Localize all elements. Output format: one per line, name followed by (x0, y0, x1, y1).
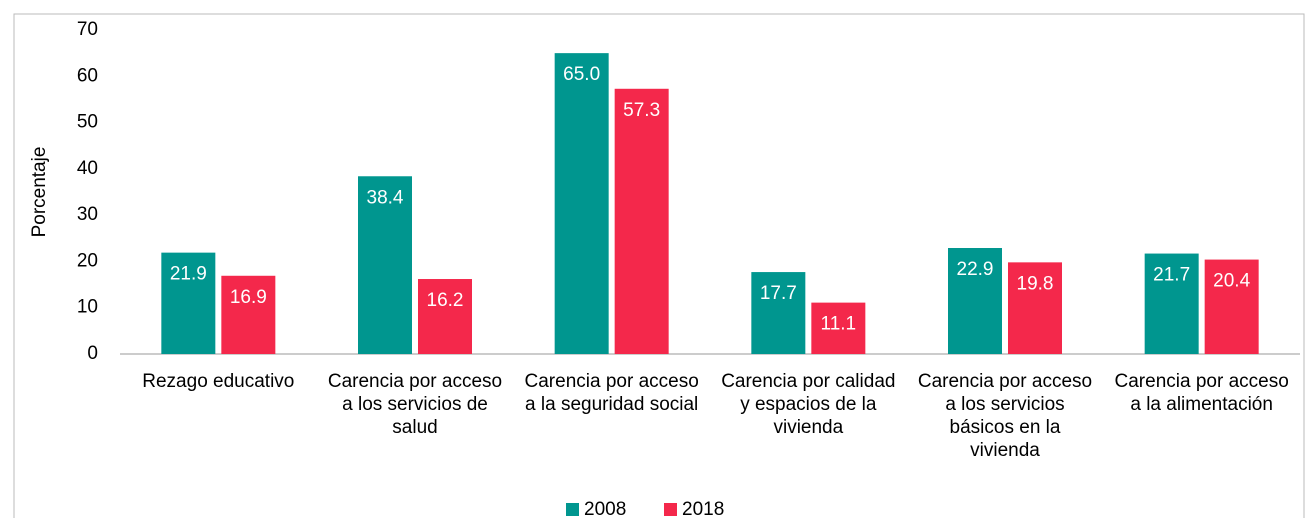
legend-swatch (664, 503, 677, 516)
value-label: 11.1 (821, 314, 857, 335)
y-tick-label: 60 (77, 65, 98, 86)
bar (1008, 262, 1062, 354)
bar (554, 53, 609, 355)
bar (614, 88, 669, 354)
y-tick-label: 70 (77, 19, 98, 40)
y-tick-label: 40 (77, 158, 98, 179)
y-tick-label: 20 (77, 250, 98, 271)
value-label: 21.7 (1153, 265, 1190, 286)
y-tick-label: 50 (77, 112, 98, 133)
value-label: 20.4 (1213, 271, 1250, 292)
value-label: 17.7 (760, 283, 797, 304)
x-tick-label: Carencia por acceso a los servicios bási… (917, 371, 1093, 461)
legend-label: 2008 (584, 499, 626, 518)
value-label: 22.9 (957, 259, 994, 280)
x-tick-label: Carencia por calidad y espacios de la vi… (721, 371, 896, 438)
bar (161, 252, 216, 354)
chart-frame (13, 13, 1305, 518)
x-tick-label: Carencia por acceso a los servicios de s… (327, 371, 503, 438)
legend-label: 2018 (682, 499, 724, 518)
bar (358, 176, 412, 354)
value-label: 38.4 (367, 187, 404, 208)
value-label: 19.8 (1017, 273, 1054, 294)
x-tick-label: Rezago educativo (142, 371, 295, 392)
bar (221, 275, 276, 354)
x-tick-label: Carencia por acceso a la seguridad socia… (524, 371, 699, 415)
bar (1144, 253, 1199, 354)
value-label: 16.9 (230, 287, 267, 308)
y-tick-label: 10 (77, 297, 98, 318)
legend-swatch (566, 503, 579, 516)
bar (1204, 259, 1259, 354)
value-label: 57.3 (623, 100, 660, 121)
bar (418, 279, 472, 354)
y-tick-label: 30 (77, 204, 98, 225)
value-label: 65.0 (563, 64, 600, 85)
value-label: 21.9 (170, 264, 207, 285)
bar (751, 272, 806, 354)
x-tick-label: Carencia por acceso a la alimentación (1114, 371, 1289, 415)
y-tick-label: 0 (87, 343, 98, 364)
value-label: 16.2 (427, 290, 464, 311)
bar (948, 248, 1002, 354)
y-axis-label: Porcentaje (29, 147, 50, 238)
bar (811, 302, 866, 354)
